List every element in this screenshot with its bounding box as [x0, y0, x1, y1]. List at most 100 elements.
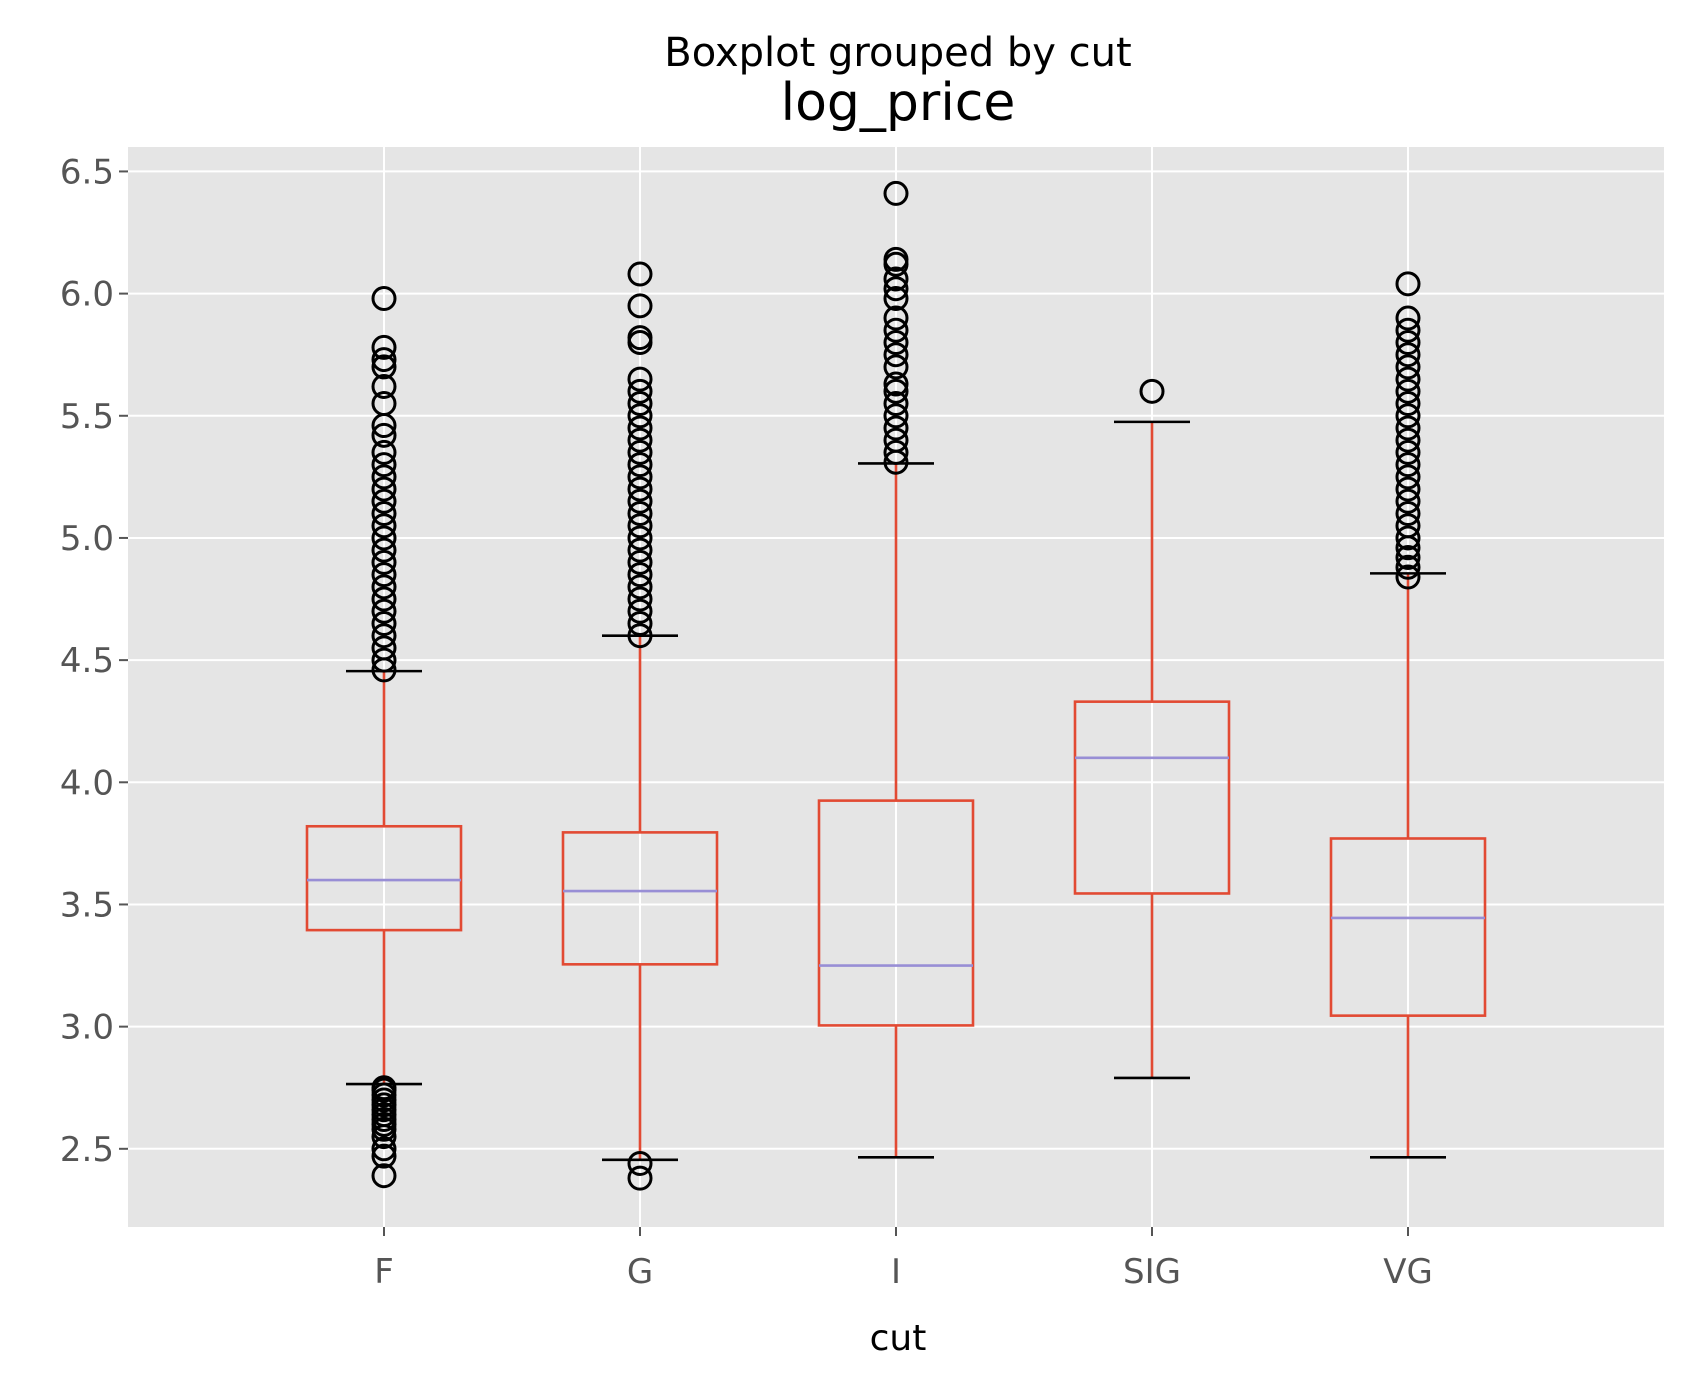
outlier-point — [883, 378, 909, 404]
outlier-point — [1395, 501, 1421, 527]
outlier-point — [371, 476, 397, 502]
outlier-point — [1395, 354, 1421, 380]
outlier-point — [883, 276, 909, 302]
outlier-point — [883, 391, 909, 417]
outlier-point — [1395, 378, 1421, 404]
outlier-point — [1395, 305, 1421, 331]
outlier-point — [371, 1075, 397, 1101]
y-tick-label: 6.0 — [60, 275, 114, 315]
outlier-point — [883, 305, 909, 331]
outlier-point — [371, 537, 397, 563]
outlier-point — [883, 342, 909, 368]
outlier-point — [627, 464, 653, 490]
outlier-point — [371, 549, 397, 575]
outlier-point — [1395, 329, 1421, 355]
outlier-point — [1395, 554, 1421, 580]
outlier-point — [883, 246, 909, 272]
outlier-point — [883, 403, 909, 429]
outlier-point — [883, 180, 909, 206]
box-group-vg — [1329, 271, 1487, 1159]
iqr-box — [1329, 837, 1487, 1017]
outlier-point — [371, 525, 397, 551]
outlier-point — [627, 439, 653, 465]
outlier-point — [371, 452, 397, 478]
outlier-point — [627, 1150, 653, 1176]
outlier-point — [627, 391, 653, 417]
outlier-point — [627, 366, 653, 392]
outlier-point — [627, 1165, 653, 1191]
outlier-point — [371, 586, 397, 612]
outlier-point — [1395, 476, 1421, 502]
boxes — [305, 180, 1487, 1191]
outlier-point — [1395, 271, 1421, 297]
outlier-point — [627, 623, 653, 649]
outlier-point — [627, 415, 653, 441]
outlier-point — [371, 1136, 397, 1162]
outlier-point — [883, 427, 909, 453]
outlier-point — [627, 598, 653, 624]
iqr-box — [561, 831, 719, 966]
outlier-point — [627, 537, 653, 563]
outlier-point — [627, 549, 653, 575]
outlier-point — [371, 464, 397, 490]
outlier-point — [371, 574, 397, 600]
outlier-point — [1395, 452, 1421, 478]
outlier-point — [1395, 544, 1421, 570]
outlier-point — [1395, 439, 1421, 465]
iqr-box — [305, 824, 463, 932]
outlier-point — [1395, 415, 1421, 441]
outlier-point — [627, 513, 653, 539]
x-axis: F G I SIG VG — [374, 1227, 1433, 1292]
outlier-point — [371, 1143, 397, 1169]
y-axis: 2.5 3.0 3.5 4.0 4.5 5.0 5.5 6.0 6.5 — [60, 152, 128, 1170]
outlier-point — [1395, 317, 1421, 343]
outlier-point — [627, 427, 653, 453]
outlier-point — [1139, 378, 1165, 404]
outlier-point — [883, 317, 909, 343]
outlier-point — [627, 325, 653, 351]
outlier-point — [371, 422, 397, 448]
outlier-point — [627, 562, 653, 588]
box-group-f — [305, 285, 463, 1189]
y-tick-label: 2.5 — [60, 1130, 114, 1170]
outlier-point — [371, 354, 397, 380]
outlier-point — [1395, 488, 1421, 514]
x-tick-label: F — [374, 1252, 394, 1292]
outlier-point — [627, 476, 653, 502]
outlier-point — [627, 525, 653, 551]
outlier-point — [371, 373, 397, 399]
outlier-point — [627, 501, 653, 527]
outlier-point — [627, 378, 653, 404]
outlier-point — [883, 415, 909, 441]
outlier-point — [1395, 366, 1421, 392]
y-tick-label: 4.5 — [60, 641, 114, 681]
outlier-point — [371, 610, 397, 636]
outlier-point — [1395, 564, 1421, 590]
y-tick-label: 5.0 — [60, 519, 114, 559]
x-tick-label: VG — [1383, 1252, 1433, 1292]
outlier-point — [371, 598, 397, 624]
x-tick-label: I — [891, 1252, 901, 1292]
chart-title: log_price — [781, 73, 1016, 133]
outlier-point — [883, 285, 909, 311]
outlier-point — [371, 1163, 397, 1189]
outlier-point — [627, 586, 653, 612]
x-axis-label: cut — [870, 1318, 927, 1359]
outlier-point — [627, 403, 653, 429]
outlier-point — [627, 488, 653, 514]
outlier-point — [627, 610, 653, 636]
outlier-point — [883, 329, 909, 355]
y-tick-label: 4.0 — [60, 763, 114, 803]
outlier-point — [371, 501, 397, 527]
outlier-point — [627, 452, 653, 478]
outlier-point — [883, 266, 909, 292]
outlier-point — [627, 574, 653, 600]
iqr-box — [1073, 700, 1231, 895]
outlier-point — [371, 488, 397, 514]
outlier-point — [371, 562, 397, 588]
outlier-point — [883, 354, 909, 380]
outlier-point — [371, 391, 397, 417]
y-tick-label: 3.5 — [60, 885, 114, 925]
outlier-point — [1395, 342, 1421, 368]
